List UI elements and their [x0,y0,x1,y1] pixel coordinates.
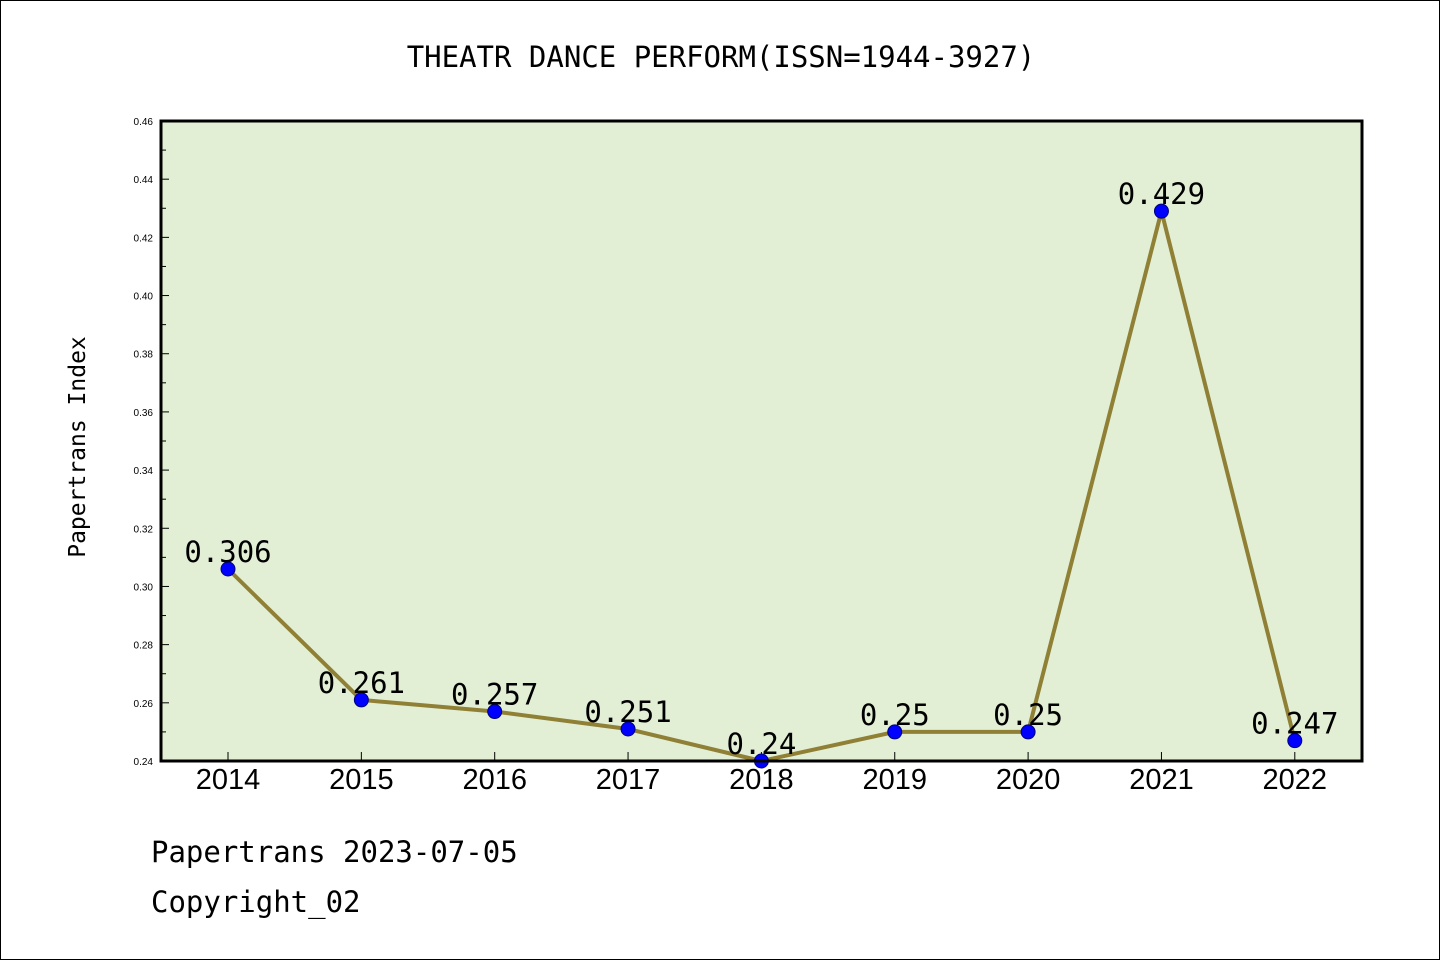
data-point [1287,733,1303,749]
x-tick-label: 2020 [996,764,1061,796]
data-point [887,724,903,740]
data-point [487,704,503,720]
x-tick-label: 2021 [1129,764,1194,796]
data-label: 0.247 [1251,707,1338,741]
data-point [1020,724,1036,740]
y-tick-label: 0.28 [134,641,154,652]
y-tick-label: 0.40 [134,292,154,303]
data-label: 0.25 [860,698,930,732]
x-tick-label: 2016 [462,764,527,796]
footer-date: Papertrans 2023-07-05 [151,835,518,869]
data-label: 0.429 [1118,177,1205,211]
y-tick-label: 0.32 [134,524,154,535]
y-tick-label: 0.38 [134,350,154,361]
y-tick-label: 0.44 [134,175,154,186]
data-point [220,561,236,577]
y-tick-label: 0.24 [134,757,154,768]
data-point [353,692,369,708]
y-tick-label: 0.36 [134,408,154,419]
data-point [1153,203,1169,219]
y-axis-label: Papertrans Index [65,336,91,558]
series-group: 0.306 0.261 0.257 0.251 0.24 0.25 0.25 0.429 0.2… [184,177,1338,769]
chart-title: THEATR DANCE PERFORM(ISSN=1944-3927) [407,40,1036,74]
data-label: 0.257 [451,678,538,712]
y-tick-label: 0.30 [134,582,154,593]
footer-copyright: Copyright_02 [151,885,361,919]
plot-border [159,119,1364,763]
data-label: 0.251 [584,695,671,729]
data-label: 0.24 [726,727,796,761]
x-tick-label: 2022 [1263,764,1328,796]
x-tick-label: 2014 [196,764,261,796]
data-label: 0.306 [184,535,271,569]
y-tick-label: 0.26 [134,699,154,710]
data-point [620,721,636,737]
data-label: 0.261 [318,666,405,700]
x-tick-label: 2017 [596,764,661,796]
data-label: 0.25 [993,698,1063,732]
x-axis: 2014 2015 2016 2017 2018 2019 2020 2021 2022 [196,752,1327,796]
plot-area [161,121,1362,761]
x-tick-label: 2018 [729,764,794,796]
x-tick-label: 2019 [862,764,927,796]
y-tick-label: 0.46 [134,117,154,128]
y-tick-label: 0.34 [134,466,154,477]
y-tick-label: 0.42 [134,233,154,244]
x-tick-label: 2015 [329,764,394,796]
